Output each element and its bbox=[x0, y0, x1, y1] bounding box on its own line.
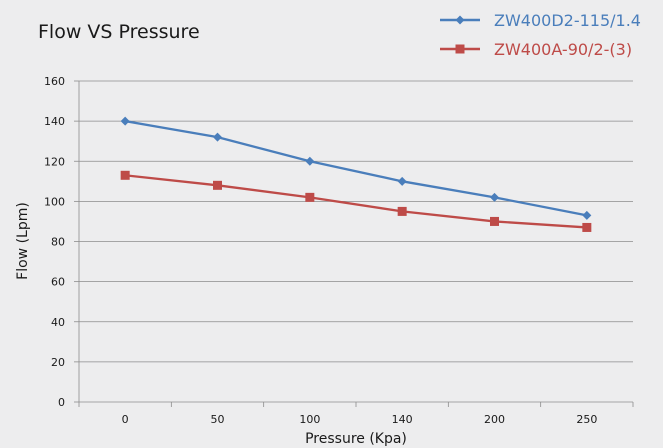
data-point bbox=[490, 216, 499, 226]
data-point bbox=[582, 222, 592, 232]
data-point bbox=[120, 116, 130, 126]
legend-label: ZW400D2-115/1.4 bbox=[494, 11, 641, 30]
data-point bbox=[305, 156, 315, 166]
legend-marker bbox=[455, 44, 465, 54]
series-2 bbox=[120, 170, 592, 232]
y-tick-label: 0 bbox=[58, 396, 65, 409]
data-point bbox=[120, 170, 130, 180]
x-axis-label: Pressure (Kpa) bbox=[305, 431, 407, 447]
y-tick-label: 140 bbox=[44, 115, 65, 128]
legend-item-1: ZW400D2-115/1.4 bbox=[440, 11, 641, 30]
data-point bbox=[490, 192, 499, 202]
legend: ZW400D2-115/1.4 ZW400A-90/2-(3) bbox=[440, 11, 641, 59]
axes bbox=[74, 80, 634, 407]
data-point bbox=[213, 132, 222, 142]
gridlines bbox=[79, 80, 633, 363]
y-axis-label: Flow (Lpm) bbox=[15, 202, 31, 280]
series-1 bbox=[120, 116, 592, 220]
chart-title: Flow VS Pressure bbox=[38, 21, 200, 43]
y-tick-labels: 0 20 40 60 80 100 120 140 160 bbox=[44, 75, 65, 409]
x-tick-label: 50 bbox=[211, 413, 225, 426]
y-tick-label: 20 bbox=[51, 356, 65, 369]
legend-marker bbox=[455, 15, 465, 25]
data-point bbox=[397, 176, 407, 186]
data-point bbox=[213, 180, 222, 190]
legend-label: ZW400A-90/2-(3) bbox=[494, 40, 632, 59]
data-point bbox=[305, 192, 315, 202]
series-layer bbox=[120, 116, 592, 232]
x-tick-label: 0 bbox=[122, 413, 129, 426]
series-line bbox=[124, 119, 588, 217]
y-tick-label: 120 bbox=[44, 155, 65, 168]
x-tick-label: 250 bbox=[576, 413, 597, 426]
x-tick-label: 200 bbox=[484, 413, 505, 426]
x-tick-label: 100 bbox=[299, 413, 320, 426]
series-line bbox=[125, 174, 587, 229]
data-point bbox=[582, 210, 592, 220]
y-tick-label: 100 bbox=[44, 195, 65, 208]
y-tick-label: 60 bbox=[51, 276, 65, 289]
legend-item-2: ZW400A-90/2-(3) bbox=[440, 40, 632, 59]
x-tick-label: 140 bbox=[392, 413, 413, 426]
data-point bbox=[397, 206, 407, 216]
y-tick-label: 80 bbox=[51, 236, 65, 249]
y-tick-label: 40 bbox=[51, 316, 65, 329]
y-tick-label: 160 bbox=[44, 75, 65, 88]
x-tick-labels: 0 50 100 140 200 250 bbox=[122, 413, 598, 426]
